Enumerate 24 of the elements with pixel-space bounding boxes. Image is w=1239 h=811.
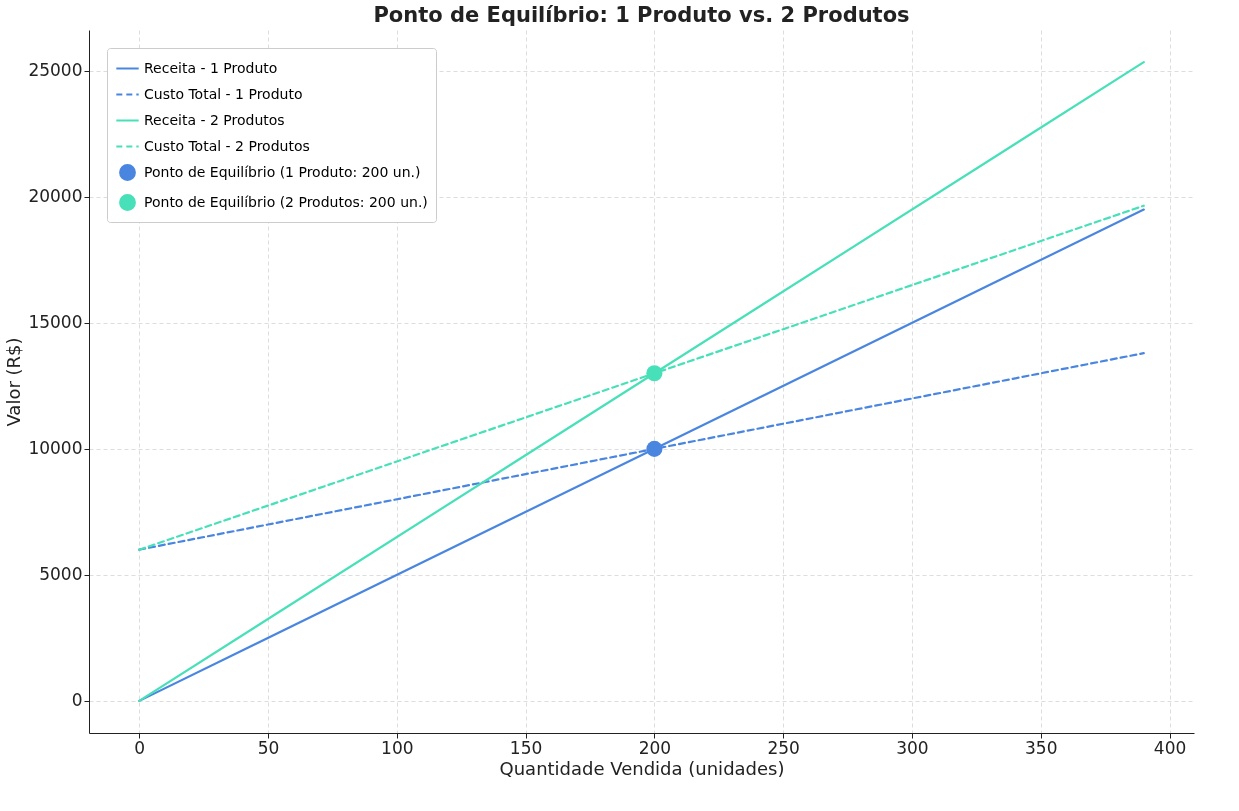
x-tick-label: 350 — [1025, 737, 1058, 758]
y-tick-label: 20000 — [28, 186, 83, 207]
legend-label: Custo Total - 2 Produtos — [144, 137, 310, 154]
legend-label: Ponto de Equilíbrio (2 Produtos: 200 un.) — [144, 193, 428, 210]
y-tick-label: 25000 — [28, 60, 83, 81]
y-tick-label: 10000 — [28, 438, 83, 459]
y-tick-label: 0 — [71, 690, 83, 711]
legend-label: Ponto de Equilíbrio (1 Produto: 200 un.) — [144, 163, 421, 180]
x-axis-title: Quantidade Vendida (unidades) — [499, 757, 785, 779]
legend-label: Receita - 2 Produtos — [144, 111, 285, 128]
x-tick-label: 0 — [134, 737, 146, 758]
x-tick-label: 50 — [257, 737, 280, 758]
x-tick-label: 300 — [896, 737, 929, 758]
legend-label: Receita - 1 Produto — [144, 59, 278, 76]
legend-label: Custo Total - 1 Produto — [144, 85, 303, 102]
chart-title: Ponto de Equilíbrio: 1 Produto vs. 2 Produtos — [373, 3, 910, 27]
x-tick-label: 250 — [767, 737, 800, 758]
x-tick-label: 400 — [1153, 737, 1187, 758]
x-tick-label: 150 — [509, 737, 543, 758]
x-tick-label: 200 — [638, 737, 672, 758]
y-axis-title: Valor (R$) — [3, 337, 25, 427]
x-tick-label: 100 — [381, 737, 414, 758]
y-tick-label: 5000 — [39, 564, 83, 585]
y-tick-label: 15000 — [28, 312, 83, 333]
